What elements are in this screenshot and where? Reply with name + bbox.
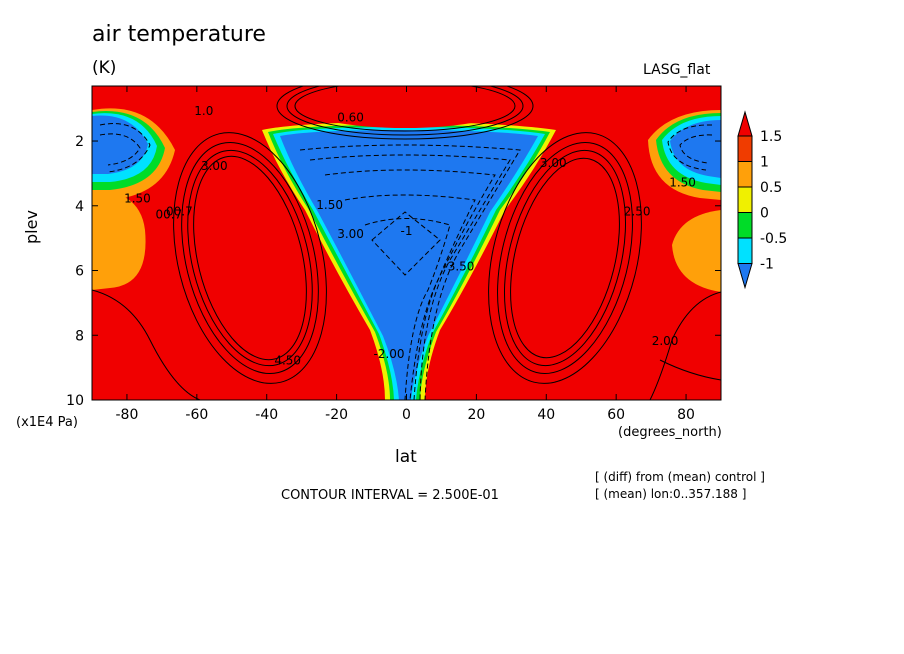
contour-label: 1.50 <box>124 192 151 206</box>
x-tick-label: 0 <box>402 407 411 423</box>
colorbar-label: 1.5 <box>760 129 782 145</box>
y-tick-label: 10 <box>66 393 84 409</box>
colorbar: 1.5 1 0.5 0 -0.5 -1 <box>737 110 787 290</box>
left-orange-region <box>92 190 146 290</box>
tl-blue <box>92 115 148 174</box>
x-tick-label: -40 <box>255 407 278 423</box>
plot-title: air temperature <box>92 22 266 47</box>
contour-label: 1.50 <box>316 198 343 212</box>
colorbar-bin <box>737 135 753 162</box>
contour-labels: 1.50 00.700.7 3.00 1.0 1.50 3.00 0.60 -1 -3.50 -2… <box>124 104 696 367</box>
colorbar-bin <box>737 186 753 213</box>
mean-note: [ (mean) lon:0..357.188 ] <box>595 487 747 501</box>
colorbar-label: -0.5 <box>760 231 787 247</box>
contour-label: 00.7 <box>166 204 193 218</box>
colorbar-top-arrow <box>737 110 753 137</box>
x-tick-label: -20 <box>325 407 348 423</box>
contour-label: 2.00 <box>652 334 679 348</box>
x-tick-label: 80 <box>677 407 695 423</box>
contour-fills: 1.50 00.700.7 3.00 1.0 1.50 3.00 0.60 -1 -3.50 -2… <box>92 86 721 400</box>
contour-label: 00.7 <box>156 208 183 222</box>
contour-label: 0.60 <box>337 111 364 125</box>
x-tick-label: 20 <box>467 407 485 423</box>
x-ticks: -80 -60 -40 -20 0 20 40 60 80 <box>116 86 695 423</box>
contour-label: -1 <box>401 224 413 238</box>
run-name: LASG_flat <box>643 62 711 78</box>
x-axis-units: (degrees_north) <box>618 425 722 440</box>
contour-label: 3.00 <box>201 159 228 173</box>
colorbar-label: 0.5 <box>760 180 782 196</box>
y-ticks: 2 4 6 8 10 <box>66 134 721 409</box>
contour-label: 3.00 <box>337 227 364 241</box>
contour-label: 1.0 <box>194 104 213 118</box>
contour-label: 4.50 <box>274 353 301 367</box>
contour-interval: CONTOUR INTERVAL = 2.500E-01 <box>281 488 499 503</box>
x-tick-label: 40 <box>537 407 555 423</box>
contour-label: -3.50 <box>443 260 474 274</box>
colorbar-bin <box>737 212 753 239</box>
y-tick-label: 4 <box>75 199 84 215</box>
colorbar-label: -1 <box>760 257 774 273</box>
x-axis-label: lat <box>395 447 417 467</box>
y-tick-label: 6 <box>75 264 84 280</box>
y-tick-label: 2 <box>75 134 84 150</box>
diff-note: [ (diff) from (mean) control ] <box>595 470 765 484</box>
right-warm-core <box>515 162 615 354</box>
contour-label: 2.50 <box>624 204 651 218</box>
upper-warm-core <box>300 86 510 128</box>
y-tick-label: 8 <box>75 328 84 344</box>
colorbar-label: 1 <box>760 155 769 171</box>
x-tick-label: 60 <box>607 407 625 423</box>
cold-tongue-blue <box>280 130 538 400</box>
colorbar-bin <box>737 161 753 188</box>
contour-lines <box>92 86 721 400</box>
x-tick-label: -60 <box>185 407 208 423</box>
colorbar-bottom-arrow <box>737 263 753 290</box>
plot-units: (K) <box>92 58 117 78</box>
x-tick-label: -80 <box>116 407 139 423</box>
y-axis-units: (x1E4 Pa) <box>16 415 78 430</box>
right-orange-region <box>672 210 721 292</box>
contour-label: 1.50 <box>669 175 696 189</box>
contour-label: -2.00 <box>373 347 404 361</box>
upper-left-warm-cell <box>193 94 237 142</box>
contour-label: 3.00 <box>540 156 567 170</box>
colorbar-bin <box>737 237 753 264</box>
left-warm-core <box>197 160 303 356</box>
colorbar-label: 0 <box>760 206 769 222</box>
negative-contours <box>99 123 713 400</box>
